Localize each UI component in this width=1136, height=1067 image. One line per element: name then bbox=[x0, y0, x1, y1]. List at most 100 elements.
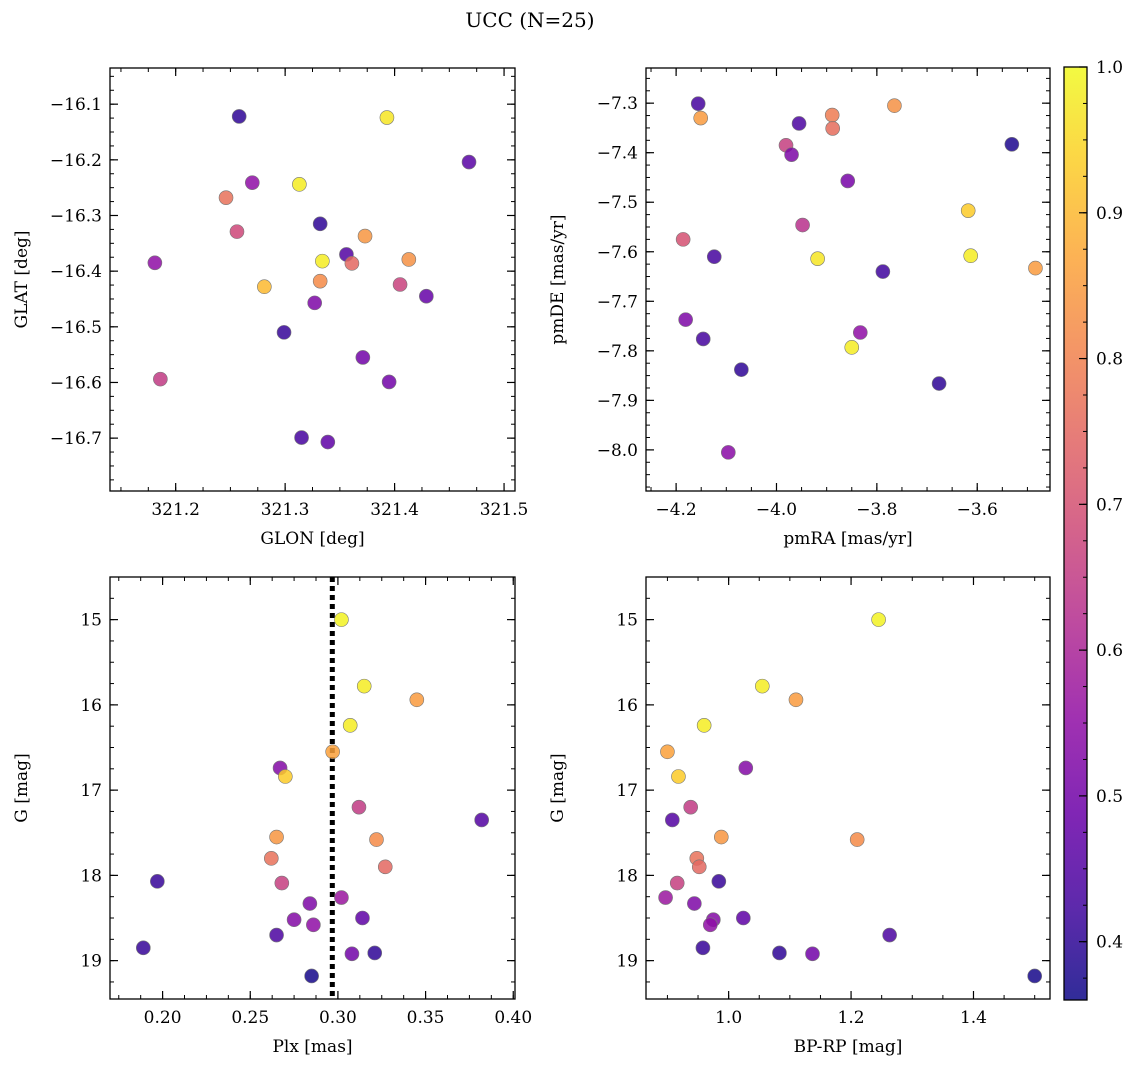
scatter-point bbox=[269, 829, 284, 845]
scatter-point bbox=[369, 832, 384, 847]
scatter-point bbox=[871, 612, 886, 627]
scatter-point bbox=[810, 251, 825, 266]
x-axis-label: GLON [deg] bbox=[260, 529, 364, 549]
plot-frame bbox=[109, 576, 516, 1000]
x-tick-label: 321.2 bbox=[151, 500, 200, 520]
y-axis-label: G [mag] bbox=[12, 753, 32, 822]
y-tick-label: −7.6 bbox=[597, 243, 638, 263]
scatter-point bbox=[257, 279, 272, 295]
scatter-point bbox=[696, 718, 712, 733]
scatter-point bbox=[231, 109, 247, 124]
x-axis-label: Plx [mas] bbox=[272, 1037, 352, 1057]
scatter-point bbox=[274, 875, 290, 891]
x-axis-label: BP-RP [mag] bbox=[794, 1037, 903, 1057]
y-tick-label: −16.5 bbox=[50, 318, 102, 338]
scatter-point bbox=[678, 312, 693, 327]
y-tick-label: −7.4 bbox=[597, 144, 638, 164]
y-tick-label: −16.1 bbox=[50, 95, 102, 115]
x-tick-label: 1.2 bbox=[838, 1008, 865, 1028]
y-tick-label: −7.8 bbox=[597, 342, 638, 362]
scatter-point bbox=[379, 110, 395, 125]
scatter-panel-2: −4.2 −4.0 −3.8 −3.6 −7.3 −7.4 −7.5 −7.6 −7.7 −7.8… bbox=[548, 67, 1051, 549]
scatter-point bbox=[351, 799, 367, 815]
y-tick-label: 18 bbox=[80, 866, 102, 886]
y-tick-label: 16 bbox=[80, 696, 102, 716]
scatter-point bbox=[887, 98, 902, 113]
plot-frame bbox=[109, 67, 516, 492]
scatter-point bbox=[671, 769, 686, 784]
scatter-point bbox=[683, 799, 698, 815]
colorbar-tick-label: 1.0 bbox=[1096, 58, 1123, 78]
y-tick-label: −7.7 bbox=[597, 292, 638, 312]
y-tick-label: 17 bbox=[616, 781, 638, 801]
scatter-point bbox=[690, 96, 706, 111]
colorbar-tick-label: 0.6 bbox=[1096, 641, 1123, 661]
x-tick-label: 0.40 bbox=[494, 1008, 532, 1028]
x-tick-label: −4.0 bbox=[756, 500, 797, 520]
colorbar-tick-label: 0.4 bbox=[1096, 933, 1123, 953]
y-tick-label: −16.3 bbox=[50, 206, 102, 226]
scatter-point bbox=[344, 946, 360, 962]
scatter-point bbox=[302, 896, 318, 911]
y-tick-label: −7.9 bbox=[597, 391, 638, 411]
scatter-point bbox=[356, 678, 372, 694]
y-tick-label: −16.6 bbox=[50, 373, 102, 393]
scatter-panel-3: 0.20 0.25 0.30 0.35 0.40 15 16 17 18 19 Plx [mas] G… bbox=[12, 576, 532, 1057]
scatter-point bbox=[409, 692, 425, 708]
scatter-point bbox=[334, 890, 349, 905]
scatter-point bbox=[315, 253, 330, 269]
scatter-point bbox=[711, 874, 727, 889]
scatter-panel-4: 1.0 1.2 1.4 15 16 17 18 19 BP-RP [mag] G [mag] bbox=[548, 576, 1051, 1057]
scatter-point bbox=[1028, 260, 1043, 276]
scatter-point bbox=[687, 896, 702, 911]
scatter-point bbox=[392, 277, 408, 292]
scatter-point bbox=[269, 927, 284, 943]
scatter-point bbox=[660, 744, 675, 760]
scatter-point bbox=[852, 325, 868, 340]
scatter-point bbox=[795, 217, 810, 233]
y-tick-label: 19 bbox=[616, 952, 638, 972]
scatter-point bbox=[713, 829, 729, 845]
scatter-point bbox=[367, 945, 383, 961]
scatter-point bbox=[218, 190, 234, 205]
scatter-point bbox=[960, 203, 976, 218]
scatter-point bbox=[229, 224, 245, 239]
scatter-point bbox=[844, 340, 860, 355]
scatter-point bbox=[721, 445, 736, 460]
colorbar-tick-label: 0.9 bbox=[1096, 204, 1123, 224]
colorbar-tick-label: 0.8 bbox=[1096, 350, 1123, 370]
y-tick-label: 18 bbox=[616, 866, 638, 886]
scatter-point bbox=[304, 968, 319, 984]
scatter-point bbox=[1027, 968, 1042, 984]
plot-frame bbox=[645, 67, 1051, 492]
scatter-point bbox=[738, 760, 754, 776]
scatter-point bbox=[377, 859, 393, 875]
colorbar: 0.4 0.5 0.6 0.7 0.8 0.9 1.0 bbox=[1063, 58, 1123, 1001]
scatter-point bbox=[325, 744, 340, 760]
scatter-point bbox=[691, 859, 707, 875]
scatter-point bbox=[734, 362, 749, 377]
scatter-point bbox=[419, 288, 434, 304]
scatter-point bbox=[147, 255, 163, 271]
y-tick-label: −16.7 bbox=[50, 429, 102, 449]
colorbar-gradient bbox=[1064, 67, 1087, 1000]
y-tick-label: −16.2 bbox=[50, 151, 102, 171]
y-tick-label: 17 bbox=[80, 781, 102, 801]
scatter-point bbox=[357, 228, 373, 244]
scatter-point bbox=[706, 249, 722, 265]
scatter-point bbox=[693, 110, 709, 126]
scatter-point bbox=[772, 945, 787, 961]
scatter-point bbox=[791, 116, 807, 131]
scatter-point bbox=[276, 325, 292, 340]
scatter-point bbox=[658, 890, 673, 905]
x-tick-label: 0.20 bbox=[144, 1008, 182, 1028]
scatter-point bbox=[736, 910, 751, 926]
scatter-point bbox=[882, 927, 897, 943]
scatter-point bbox=[263, 851, 279, 866]
colorbar-frame bbox=[1063, 66, 1088, 1001]
y-tick-label: 16 bbox=[616, 696, 638, 716]
x-tick-label: 0.25 bbox=[231, 1008, 269, 1028]
colorbar-tick-label: 0.7 bbox=[1096, 495, 1123, 515]
scatter-point bbox=[788, 692, 804, 708]
scatter-point bbox=[805, 946, 820, 962]
